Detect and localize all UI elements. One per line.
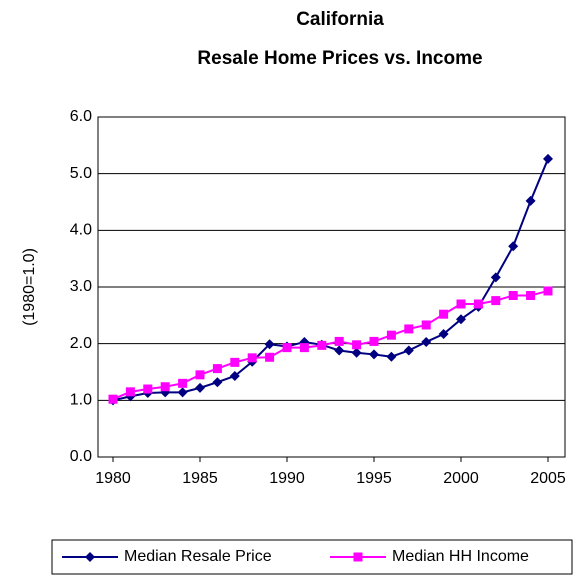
marker: [352, 340, 362, 350]
marker: [369, 336, 379, 346]
marker: [195, 370, 205, 380]
marker: [160, 382, 170, 392]
x-tick-label: 2000: [443, 470, 479, 487]
y-tick-label: 1.0: [70, 392, 92, 409]
y-tick-label: 5.0: [70, 165, 92, 182]
y-tick-label: 4.0: [70, 222, 92, 239]
marker: [229, 370, 240, 381]
x-tick-label: 1990: [269, 470, 305, 487]
marker: [386, 351, 397, 362]
marker: [543, 153, 553, 164]
marker: [421, 336, 432, 347]
marker: [108, 394, 118, 404]
x-tick-label: 1980: [95, 470, 131, 487]
y-axis-label: (1980=1.0): [21, 248, 38, 326]
marker: [230, 357, 240, 367]
marker: [265, 352, 275, 362]
marker: [247, 353, 257, 363]
y-tick-label: 3.0: [70, 278, 92, 295]
marker: [264, 339, 275, 350]
marker: [351, 347, 362, 358]
marker: [177, 387, 188, 398]
marker: [299, 343, 309, 353]
y-tick-label: 6.0: [70, 108, 92, 125]
marker: [525, 195, 536, 206]
marker: [421, 320, 431, 330]
marker: [491, 296, 501, 306]
marker: [212, 377, 223, 388]
marker: [438, 329, 449, 340]
marker: [456, 314, 466, 325]
marker: [526, 291, 536, 300]
marker: [143, 384, 153, 394]
marker: [125, 387, 135, 397]
marker: [85, 552, 95, 562]
marker: [403, 345, 414, 356]
marker: [282, 343, 292, 353]
marker: [439, 309, 449, 319]
marker: [543, 286, 553, 296]
legend: [51, 539, 573, 575]
marker: [456, 299, 466, 309]
legend-label: Median HH Income: [392, 548, 529, 565]
marker: [178, 378, 188, 388]
chart-title: California: [296, 9, 384, 30]
marker: [490, 272, 501, 283]
series-line: [112, 158, 549, 402]
marker: [473, 299, 483, 309]
y-tick-label: 2.0: [70, 335, 92, 352]
marker: [369, 349, 379, 360]
x-tick-label: 1985: [182, 470, 218, 487]
marker: [334, 345, 345, 356]
marker: [334, 336, 344, 346]
x-tick-label: 2005: [530, 470, 566, 487]
plot-frame: [97, 116, 566, 458]
marker: [404, 324, 414, 334]
chart-title: Resale Home Prices vs. Income: [197, 48, 482, 69]
legend-label: Median Resale Price: [124, 548, 272, 565]
marker: [508, 241, 519, 252]
x-tick-label: 1995: [356, 470, 392, 487]
marker: [386, 330, 396, 340]
marker: [212, 364, 222, 374]
y-tick-label: 0.0: [70, 448, 92, 465]
marker: [317, 340, 327, 350]
marker: [195, 382, 205, 393]
marker: [353, 552, 363, 562]
marker: [508, 291, 518, 300]
